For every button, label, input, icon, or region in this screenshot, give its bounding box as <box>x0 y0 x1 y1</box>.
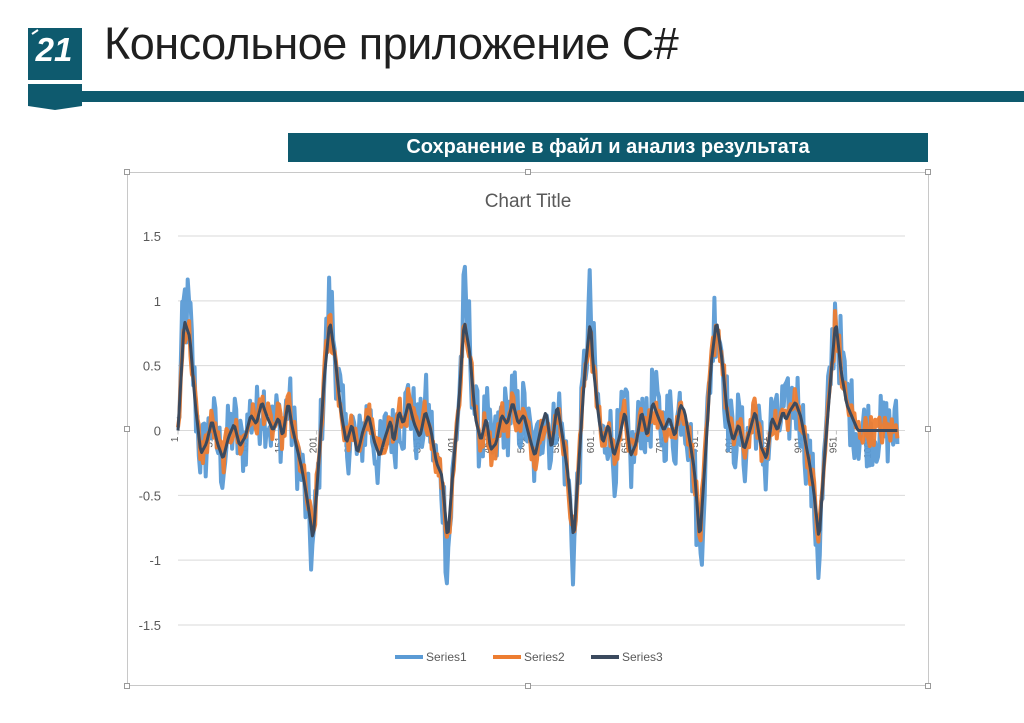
x-tick-label: 201 <box>309 436 320 453</box>
resize-handle-mr[interactable] <box>925 426 931 432</box>
page-title: Консольное приложение C# <box>104 18 679 69</box>
legend-label: Series1 <box>426 650 467 664</box>
legend-label: Series2 <box>524 650 565 664</box>
x-tick-label: 1 <box>170 436 181 442</box>
legend: Series1 Series2 Series3 <box>395 650 663 664</box>
section-subtitle: Сохранение в файл и анализ результата <box>288 133 928 162</box>
legend-label: Series3 <box>622 650 663 664</box>
resize-handle-bc[interactable] <box>525 683 531 689</box>
y-tick-label: -1 <box>149 553 161 568</box>
y-tick-label: 1.5 <box>143 229 161 244</box>
y-tick-label: 0.5 <box>143 359 161 374</box>
x-tick-label: 51 <box>205 436 216 448</box>
y-tick-label: -1.5 <box>139 618 161 633</box>
resize-handle-tr[interactable] <box>925 169 931 175</box>
y-tick-label: 0 <box>154 424 161 439</box>
chart-title[interactable]: Chart Title <box>484 191 572 212</box>
y-tick-label: -0.5 <box>139 488 161 503</box>
resize-handle-tc[interactable] <box>525 169 531 175</box>
slide-number: 21 <box>35 31 73 68</box>
y-axis: 1.5 1 0.5 0 -0.5 -1 -1.5 <box>139 229 161 633</box>
badge-shape <box>28 28 82 110</box>
x-tick-label: 401 <box>447 436 458 453</box>
resize-handle-ml[interactable] <box>124 426 130 432</box>
x-tick-label: 851 <box>759 436 770 453</box>
resize-handle-br[interactable] <box>925 683 931 689</box>
y-tick-label: 1 <box>154 294 161 309</box>
series-line-3 <box>176 320 898 538</box>
resize-handle-tl[interactable] <box>124 169 130 175</box>
resize-handle-bl[interactable] <box>124 683 130 689</box>
x-tick-label: 601 <box>586 436 597 453</box>
slide-number-badge <box>28 28 82 110</box>
title-rule <box>82 91 1024 102</box>
series-group <box>176 264 900 587</box>
x-tick-label: 951 <box>828 436 839 453</box>
x-tick-label: 751 <box>690 436 701 453</box>
